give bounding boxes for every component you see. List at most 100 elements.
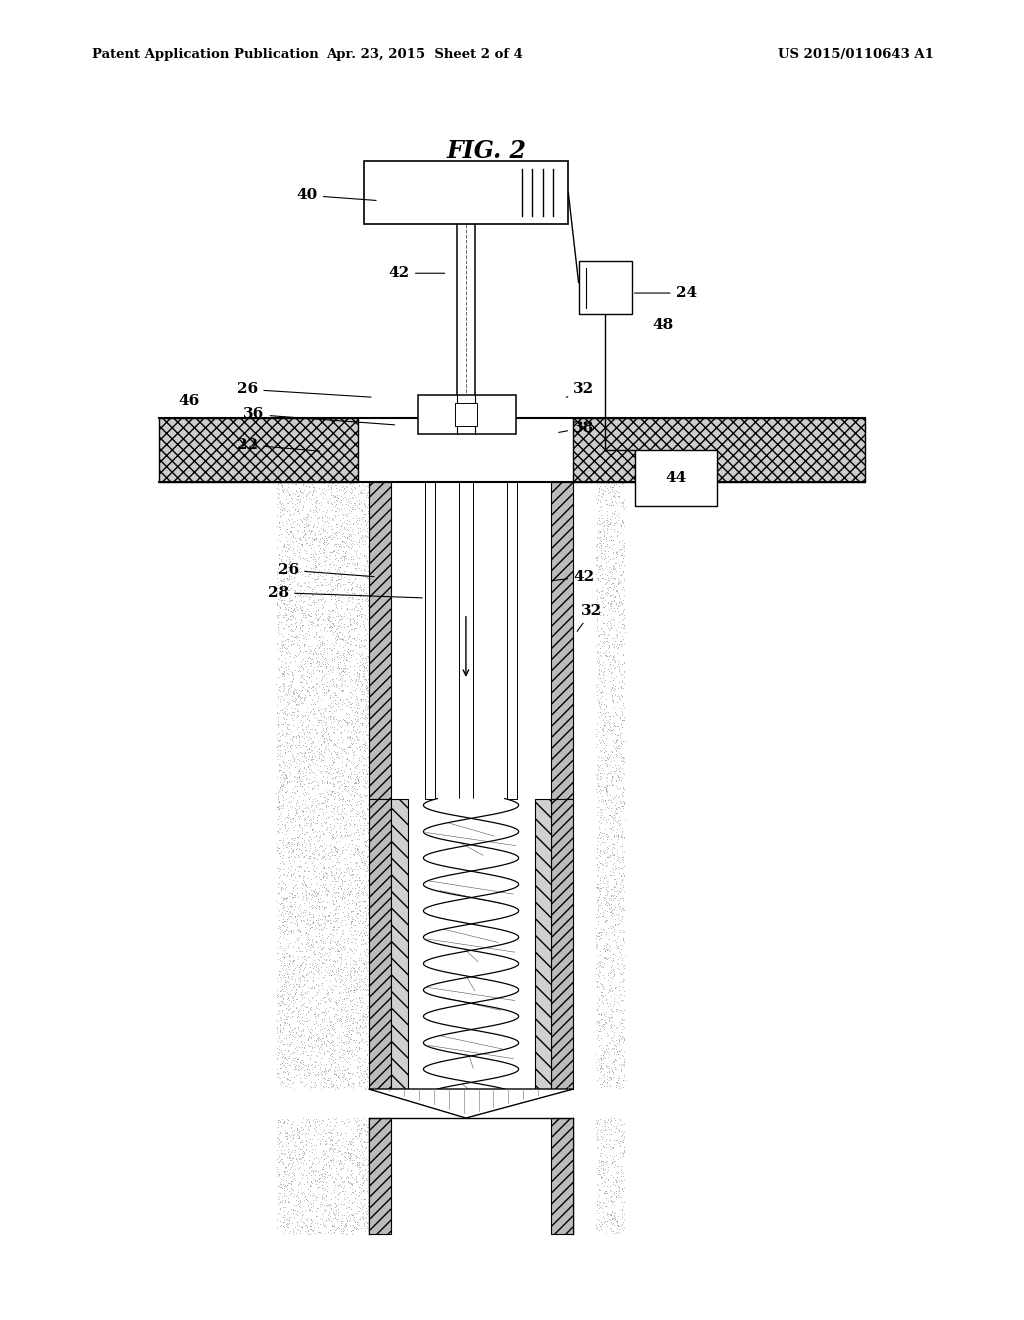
Point <box>287 688 303 709</box>
Point <box>315 801 332 822</box>
Point <box>301 956 317 977</box>
Point <box>344 859 360 880</box>
Point <box>606 1183 623 1204</box>
Point <box>289 513 305 535</box>
Point <box>293 583 309 605</box>
Point <box>615 536 632 557</box>
Point <box>292 1071 308 1092</box>
Point <box>296 635 312 656</box>
Point <box>331 762 347 783</box>
Point <box>294 1019 310 1040</box>
Point <box>318 1140 335 1162</box>
Point <box>274 593 291 614</box>
Point <box>290 975 306 997</box>
Point <box>316 1060 333 1081</box>
Point <box>293 609 309 630</box>
Point <box>602 561 618 582</box>
Point <box>315 626 332 647</box>
Point <box>278 653 294 675</box>
Point <box>345 989 361 1010</box>
Point <box>305 693 322 714</box>
Point <box>596 807 612 828</box>
Point <box>358 1056 375 1077</box>
Point <box>590 911 606 932</box>
Point <box>272 961 289 982</box>
Point <box>353 590 370 611</box>
Point <box>269 618 286 639</box>
Point <box>335 709 351 730</box>
Point <box>295 603 311 624</box>
Point <box>321 473 337 494</box>
Point <box>300 981 316 1002</box>
Point <box>331 789 347 810</box>
Point <box>593 536 609 557</box>
Point <box>294 533 310 554</box>
Point <box>597 799 613 820</box>
Point <box>336 957 352 978</box>
Point <box>331 648 347 669</box>
Point <box>298 488 314 510</box>
Point <box>281 937 297 958</box>
Point <box>355 953 372 974</box>
Point <box>334 1051 350 1072</box>
Point <box>342 610 358 631</box>
Point <box>296 743 312 764</box>
Point <box>312 993 329 1014</box>
Point <box>328 991 344 1012</box>
Point <box>281 714 297 735</box>
Point <box>355 579 372 601</box>
Point <box>343 1179 359 1200</box>
Point <box>332 690 348 711</box>
Point <box>332 975 348 997</box>
Point <box>335 1158 351 1179</box>
Point <box>610 1069 627 1090</box>
Point <box>270 842 287 863</box>
Point <box>343 587 359 609</box>
Point <box>335 661 351 682</box>
Point <box>594 788 610 809</box>
Point <box>356 705 373 726</box>
Point <box>322 607 338 628</box>
Point <box>293 655 309 676</box>
Point <box>596 548 612 569</box>
Point <box>302 869 318 890</box>
Point <box>600 995 616 1016</box>
Point <box>328 993 344 1014</box>
Point <box>311 630 328 651</box>
Point <box>315 702 332 723</box>
Point <box>340 898 356 919</box>
Point <box>282 1181 298 1203</box>
Point <box>293 1177 309 1199</box>
Point <box>615 851 632 873</box>
Point <box>318 797 335 818</box>
Point <box>359 550 376 572</box>
Point <box>333 1222 349 1243</box>
Point <box>350 987 367 1008</box>
Point <box>275 952 292 973</box>
Point <box>318 614 335 635</box>
Point <box>341 1205 357 1226</box>
Point <box>301 902 317 923</box>
Point <box>269 582 286 603</box>
Point <box>594 1143 610 1164</box>
Point <box>331 498 347 519</box>
Point <box>604 680 621 701</box>
Point <box>330 867 346 888</box>
Point <box>327 1168 343 1189</box>
Point <box>595 1134 611 1155</box>
Point <box>596 741 612 762</box>
Point <box>605 689 622 710</box>
Point <box>328 594 344 615</box>
Point <box>308 884 325 906</box>
Point <box>334 993 350 1014</box>
Point <box>275 569 292 590</box>
Point <box>274 607 291 628</box>
Point <box>290 832 306 853</box>
Point <box>592 1216 608 1237</box>
Point <box>599 1026 615 1047</box>
Point <box>602 1111 618 1133</box>
Point <box>313 661 330 682</box>
Point <box>346 813 362 834</box>
Point <box>273 734 290 755</box>
Point <box>329 628 345 649</box>
